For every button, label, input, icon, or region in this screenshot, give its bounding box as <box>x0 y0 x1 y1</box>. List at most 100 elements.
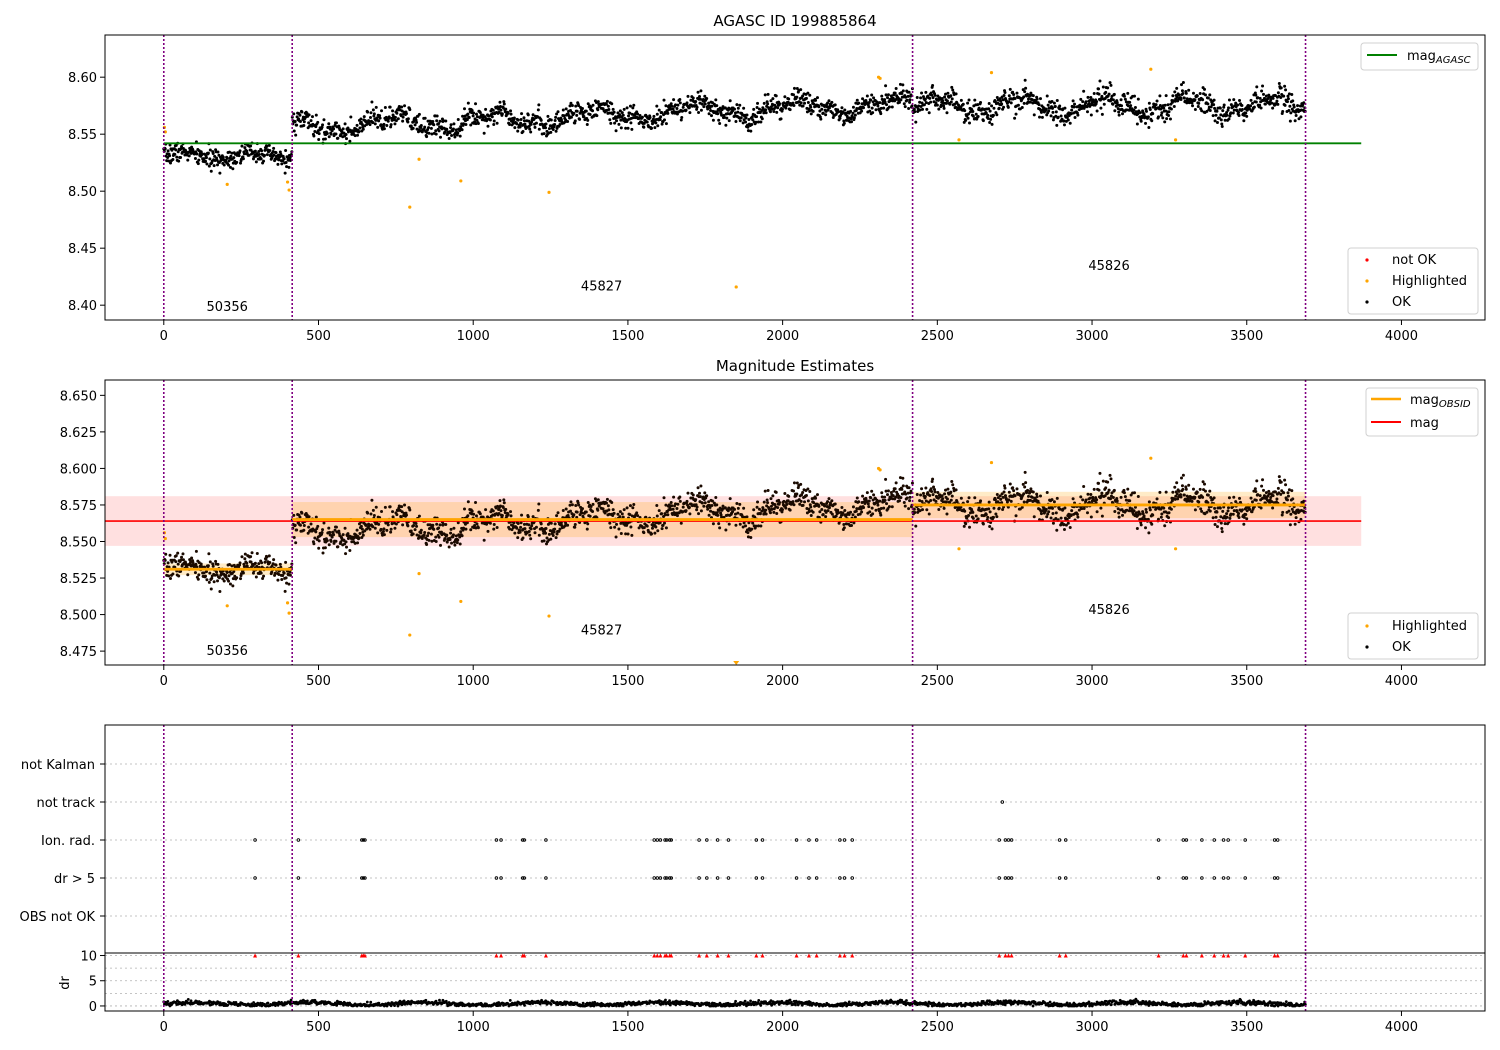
ok-point <box>684 509 688 513</box>
ok-point <box>933 490 937 494</box>
ok-point <box>630 533 634 537</box>
ok-point <box>697 512 701 516</box>
ok-point <box>838 116 842 120</box>
ok-point <box>626 532 630 536</box>
ok-point <box>566 523 570 527</box>
ok-point <box>355 123 359 127</box>
panel1-legend-bottom: not OK Highlighted OK <box>1347 247 1479 315</box>
ok-point <box>404 513 408 517</box>
ok-point <box>764 108 768 112</box>
ok-point <box>1287 509 1291 513</box>
ok-point <box>509 109 513 113</box>
ok-point <box>267 143 271 147</box>
ok-point <box>662 521 666 525</box>
ok-point <box>408 508 412 512</box>
ok-point <box>317 137 321 141</box>
x-tick-label: 0 <box>160 674 168 689</box>
ok-point <box>1236 103 1240 107</box>
ok-point <box>678 101 682 105</box>
ok-point <box>703 501 707 505</box>
ok-point <box>368 116 372 120</box>
ok-point <box>815 493 819 497</box>
ok-point <box>764 111 768 115</box>
ok-point <box>915 492 919 496</box>
ok-point <box>393 122 397 126</box>
ok-point <box>870 506 874 510</box>
ok-point <box>942 106 946 110</box>
ok-point <box>358 532 362 536</box>
ok-point <box>1177 489 1181 493</box>
ok-point <box>1240 508 1244 512</box>
ok-point <box>949 490 953 494</box>
ok-point <box>1007 94 1011 98</box>
ok-point <box>216 579 220 583</box>
ok-point <box>1190 499 1194 503</box>
ok-point <box>316 120 320 124</box>
ok-point <box>359 117 363 121</box>
ok-point <box>1111 495 1115 499</box>
ok-point <box>369 111 373 115</box>
ok-point <box>959 496 963 500</box>
ok-point <box>346 532 350 536</box>
ok-point <box>666 513 670 517</box>
ok-point <box>988 524 992 528</box>
ok-point <box>575 510 579 514</box>
ok-point <box>1252 105 1256 109</box>
ok-point <box>459 125 463 129</box>
ok-point <box>283 171 287 175</box>
ok-point <box>1086 95 1090 99</box>
ok-point <box>1095 109 1099 113</box>
ok-point <box>1234 500 1238 504</box>
ok-point <box>1147 500 1151 504</box>
ok-point <box>294 541 298 545</box>
ok-point <box>694 100 698 104</box>
ok-point <box>645 120 649 124</box>
ok-point <box>715 104 719 108</box>
ok-point <box>1079 97 1083 101</box>
ok-point <box>373 122 377 126</box>
ok-point <box>465 118 469 122</box>
ok-point <box>1138 111 1142 115</box>
ok-point <box>208 560 212 564</box>
highlighted-point <box>287 188 291 192</box>
ok-point <box>772 109 776 113</box>
ok-point <box>744 116 748 120</box>
ok-point <box>1258 96 1262 100</box>
ok-point <box>660 527 664 531</box>
ok-point <box>539 522 543 526</box>
ok-point <box>344 552 348 556</box>
ok-point <box>262 574 266 578</box>
ok-point <box>1035 492 1039 496</box>
legend-mag-obsid-label: mag <box>1410 393 1439 408</box>
ok-point <box>714 496 718 500</box>
ok-point <box>388 505 392 509</box>
ok-point <box>901 89 905 93</box>
ok-point <box>867 505 871 509</box>
ok-point <box>552 125 556 129</box>
y-tick-label: 8.625 <box>60 426 97 441</box>
ok-point <box>227 150 231 154</box>
ok-point <box>857 101 861 105</box>
ok-point <box>979 100 983 104</box>
ok-point <box>374 105 378 109</box>
ok-point <box>1237 110 1241 114</box>
ok-point <box>617 115 621 119</box>
ok-point <box>830 512 834 516</box>
ok-point <box>1117 511 1121 515</box>
ok-point <box>355 528 359 532</box>
highlighted-point <box>225 182 229 186</box>
ok-point <box>642 125 646 129</box>
ok-point <box>1238 99 1242 103</box>
ok-point <box>209 587 213 591</box>
x-tick-label: 500 <box>306 329 331 344</box>
ok-point <box>1193 98 1197 102</box>
ok-point <box>973 496 977 500</box>
ok-point <box>995 113 999 117</box>
ok-point <box>621 113 625 117</box>
ok-point <box>376 125 380 129</box>
ok-point <box>751 118 755 122</box>
ok-point <box>211 564 215 568</box>
ok-point <box>596 498 600 502</box>
ok-point <box>586 118 590 122</box>
ok-point <box>826 509 830 513</box>
